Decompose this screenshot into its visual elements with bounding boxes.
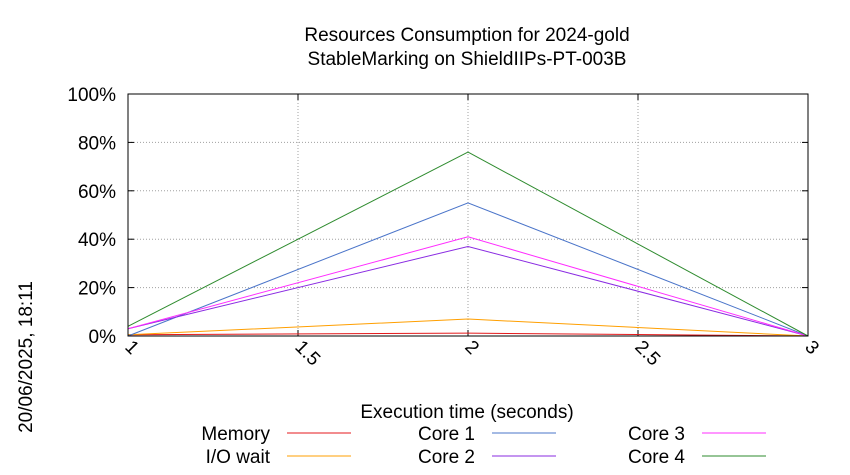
series-line-core-1: [127, 202, 809, 337]
series-line-core-4: [127, 151, 809, 337]
legend-label: Core 2: [418, 447, 475, 468]
series-line-core-2: [127, 245, 809, 337]
x-axis-ticks: 1 1.5 2 2.5 3: [120, 94, 823, 371]
legend-label: Memory: [201, 424, 270, 445]
side-timestamp: 20/06/2025, 18:11: [16, 281, 37, 433]
series-line-memory: [127, 332, 809, 337]
plot-frame: [127, 93, 809, 337]
y-axis-ticks: 0% 20% 40% 60% 80% 100%: [67, 85, 808, 348]
y-tick-label: 80%: [78, 133, 116, 154]
series-lines: [127, 151, 809, 337]
x-tick-label: 2: [460, 337, 482, 359]
grid-lines: [128, 94, 808, 336]
x-axis-label: Execution time (seconds): [360, 402, 573, 423]
x-tick-label: 2.5: [630, 337, 664, 371]
y-tick-label: 60%: [78, 182, 116, 203]
legend-label: I/O wait: [206, 447, 271, 468]
y-tick-label: 40%: [78, 230, 116, 251]
y-tick-label: 20%: [78, 279, 116, 300]
legend-label: Core 3: [628, 424, 685, 445]
series-line-core-3: [127, 236, 809, 337]
x-tick-label: 1: [120, 337, 142, 359]
legend-label: Core 4: [628, 447, 685, 468]
chart-title-line-1: Resources Consumption for 2024-gold: [304, 25, 629, 46]
chart-title-line-2: StableMarking on ShieldIIPs-PT-003B: [308, 49, 627, 70]
y-tick-label: 0%: [89, 327, 117, 348]
y-tick-label: 100%: [67, 85, 116, 106]
x-tick-label: 3: [800, 337, 822, 359]
x-tick-label: 1.5: [290, 337, 324, 371]
series-line-i-o-wait: [127, 318, 809, 337]
legend-label: Core 1: [418, 424, 475, 445]
